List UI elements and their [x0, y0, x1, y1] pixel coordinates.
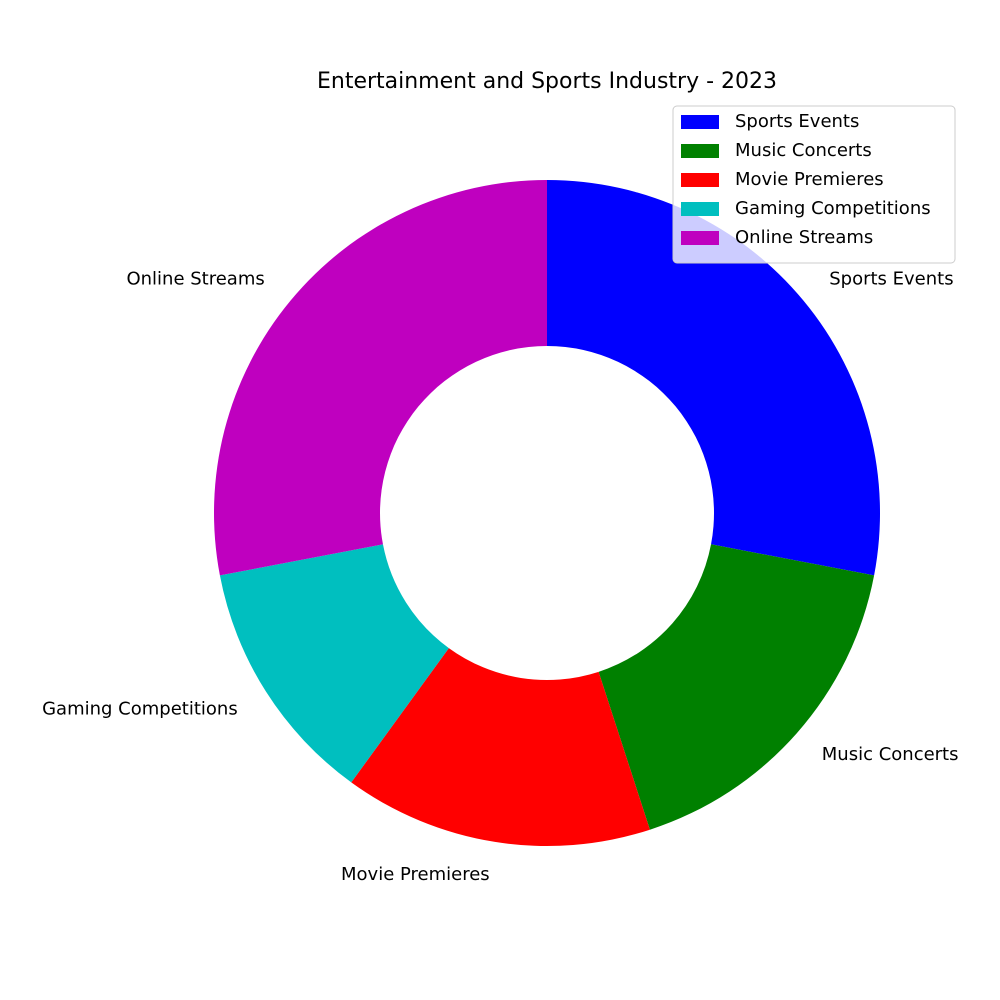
legend-label-movie-premieres: Movie Premieres: [735, 169, 884, 190]
donut-slices: [213, 180, 881, 847]
slice-label-movie-premieres: Movie Premieres: [341, 864, 490, 885]
chart-legend: Sports Events Music Concerts Movie Premier…: [672, 105, 956, 264]
slice-gaming-competitions: [219, 544, 449, 783]
legend-swatch-sports-events: [681, 115, 719, 129]
legend-swatch-gaming-competitions: [681, 202, 719, 216]
legend-swatch-movie-premieres: [681, 173, 719, 187]
slice-music-concerts: [598, 544, 875, 830]
legend-label-sports-events: Sports Events: [735, 111, 859, 132]
slice-movie-premieres: [351, 648, 650, 847]
slice-label-sports-events: Sports Events: [829, 269, 953, 290]
slice-label-gaming-competitions: Gaming Competitions: [42, 698, 238, 719]
slice-labels: Sports Events Music Concerts Movie Premier…: [42, 269, 958, 885]
chart-title: Entertainment and Sports Industry - 2023: [317, 69, 777, 94]
legend-swatch-online-streams: [681, 231, 719, 245]
legend-swatch-music-concerts: [681, 144, 719, 158]
legend-label-music-concerts: Music Concerts: [735, 140, 872, 161]
slice-sports-events: [547, 180, 881, 576]
slice-label-online-streams: Online Streams: [126, 269, 264, 290]
legend-label-online-streams: Online Streams: [735, 227, 873, 248]
slice-label-music-concerts: Music Concerts: [822, 744, 959, 765]
legend-label-gaming-competitions: Gaming Competitions: [735, 198, 931, 219]
legend-frame: [672, 105, 956, 264]
slice-online-streams: [213, 180, 547, 576]
